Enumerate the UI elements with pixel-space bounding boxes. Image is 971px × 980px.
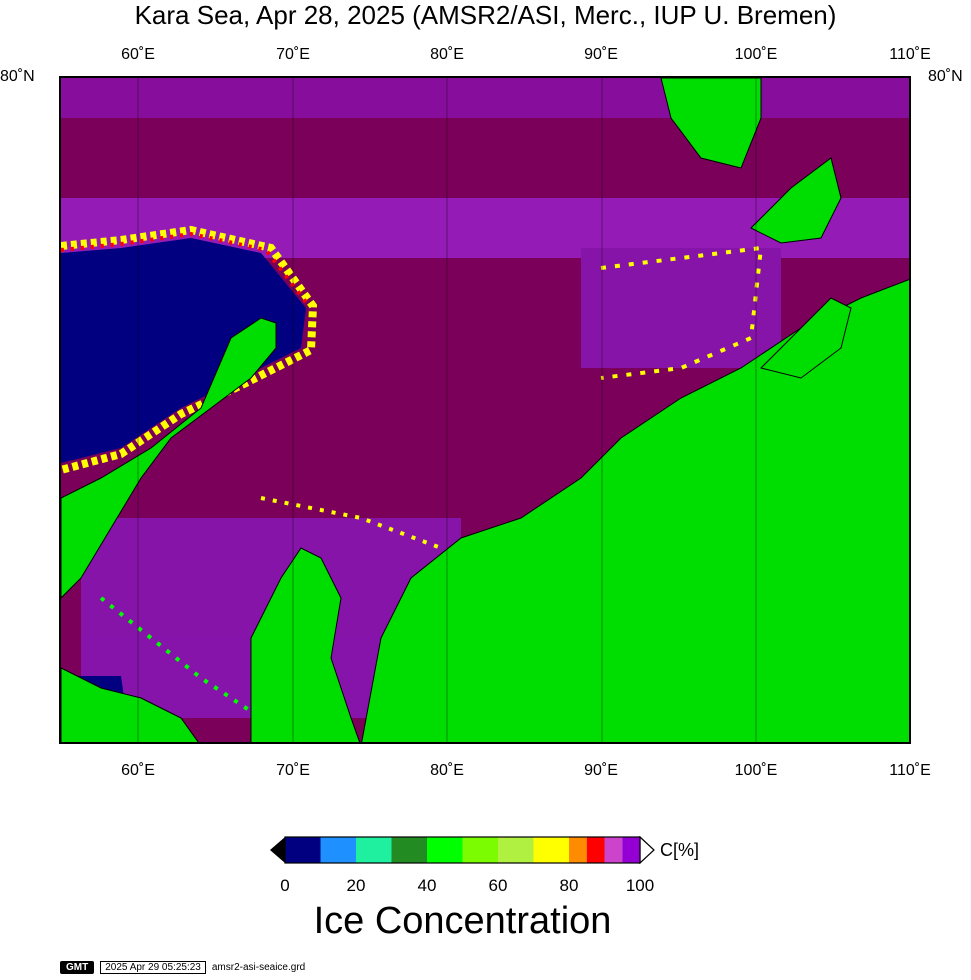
lon-label-top-110: 110˚E — [889, 46, 931, 63]
graticule — [137, 78, 757, 742]
colorbar-over-arrow — [639, 835, 655, 865]
colorbar-tick-100: 100 — [625, 876, 655, 895]
colorbar-bin — [462, 837, 498, 863]
colorbar-unit: C[%] — [660, 840, 700, 860]
colorbar-tick-60: 60 — [488, 876, 508, 895]
land-mainland — [361, 279, 909, 742]
land-southwest — [61, 667, 199, 742]
colorbar-under-arrow — [270, 837, 285, 863]
lon-label-top-70: 70˚E — [276, 46, 310, 63]
lon-label-bottom-90: 90˚E — [584, 762, 618, 779]
lon-label-top-60: 60˚E — [121, 46, 155, 63]
land-severnaya-zemlya-north — [660, 78, 762, 169]
land-yamal — [250, 547, 361, 742]
colorbar-bin — [427, 837, 463, 863]
colorbar-bin — [356, 837, 392, 863]
lon-label-bottom-100: 100˚E — [734, 762, 778, 779]
lon-label-bottom-110: 110˚E — [889, 762, 931, 779]
colorbar-tick-20: 20 — [346, 876, 366, 895]
colorbar-bin — [622, 837, 640, 863]
lon-label-top-100: 100˚E — [734, 46, 778, 63]
timestamp: 2025 Apr 29 05:25:23 — [100, 961, 206, 974]
colorbar-bin — [498, 837, 534, 863]
lat-label-left: 80˚N — [0, 68, 35, 85]
colorbar-tick-0: 0 — [280, 876, 290, 895]
colorbar-svg — [270, 835, 655, 865]
colorbar-bin — [604, 837, 623, 863]
gmt-logo: GMT — [60, 961, 95, 974]
colorbar — [270, 835, 660, 869]
lat-label-right: 80˚N — [928, 68, 963, 85]
map-canvas — [61, 78, 909, 742]
ice-concentration-map — [59, 76, 911, 744]
colorbar-bin — [391, 837, 427, 863]
land — [61, 78, 909, 742]
lon-label-bottom-60: 60˚E — [121, 762, 155, 779]
map-title: Kara Sea, Apr 28, 2025 (AMSR2/ASI, Merc.… — [134, 0, 837, 30]
colorbar-bin — [569, 837, 587, 863]
colorbar-title: Ice Concentration — [313, 900, 612, 942]
land-cape — [760, 297, 852, 379]
lon-label-top-80: 80˚E — [430, 46, 464, 63]
land-severnaya-zemlya-south — [750, 157, 842, 244]
open-water-barents — [61, 238, 306, 463]
colorbar-bin — [533, 837, 569, 863]
lon-label-bottom-80: 80˚E — [430, 762, 464, 779]
land-novaya-zemlya — [61, 317, 277, 599]
colorbar-bin — [586, 837, 605, 863]
colorbar-bin — [285, 837, 321, 863]
filename: amsr2-asi-seaice.grd — [211, 962, 306, 973]
colorbar-tick-40: 40 — [417, 876, 437, 895]
colorbar-tick-80: 80 — [559, 876, 579, 895]
lon-label-bottom-70: 70˚E — [276, 762, 310, 779]
colorbar-bin — [320, 837, 356, 863]
lon-label-top-90: 90˚E — [584, 46, 618, 63]
footer: GMT 2025 Apr 29 05:25:23 amsr2-asi-seaic… — [60, 961, 305, 974]
